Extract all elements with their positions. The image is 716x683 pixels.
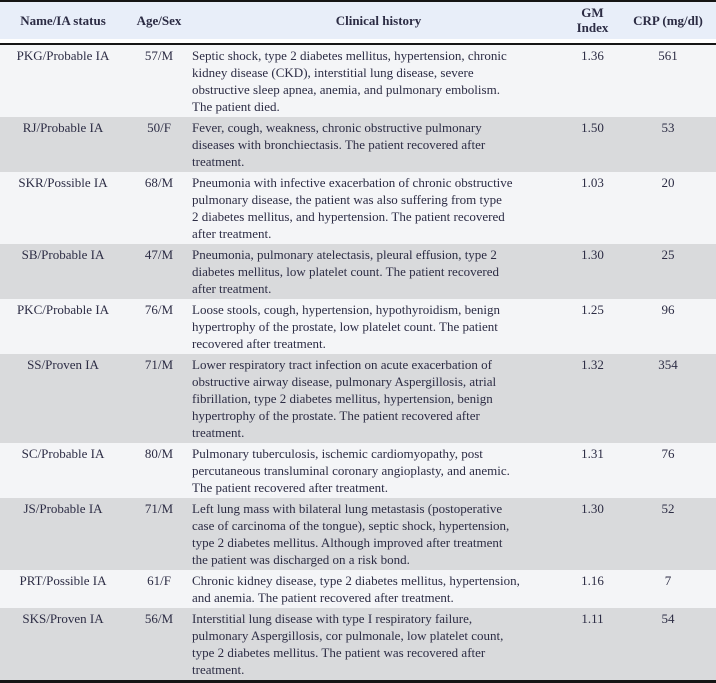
crp-cell: 561 bbox=[620, 44, 716, 117]
name-ia-status-cell: PRT/Possible IA bbox=[0, 570, 126, 608]
table-row: SKR/Possible IA 68/M Pneumonia with infe… bbox=[0, 172, 716, 244]
age-sex-cell: 61/F bbox=[126, 570, 192, 608]
table-row: JS/Probable IA 71/M Left lung mass with … bbox=[0, 498, 716, 570]
table-header: Name/IA status Age/Sex Clinical history … bbox=[0, 1, 716, 45]
gm-index-cell: 1.30 bbox=[565, 498, 620, 570]
age-sex-cell: 80/M bbox=[126, 443, 192, 498]
crp-cell: 54 bbox=[620, 608, 716, 682]
clinical-history-cell: Loose stools, cough, hypertension, hypot… bbox=[192, 299, 565, 354]
gm-index-cell: 1.31 bbox=[565, 443, 620, 498]
table-row: SC/Probable IA 80/M Pulmonary tuberculos… bbox=[0, 443, 716, 498]
table-row: SS/Proven IA 71/M Lower respiratory trac… bbox=[0, 354, 716, 443]
age-sex-cell: 47/M bbox=[126, 244, 192, 299]
column-header-name-ia-status: Name/IA status bbox=[0, 1, 126, 45]
clinical-history-cell: Fever, cough, weakness, chronic obstruct… bbox=[192, 117, 565, 172]
table-row: PRT/Possible IA 61/F Chronic kidney dise… bbox=[0, 570, 716, 608]
name-ia-status-cell: PKG/Probable IA bbox=[0, 44, 126, 117]
table-body: PKG/Probable IA 57/M Septic shock, type … bbox=[0, 44, 716, 682]
age-sex-cell: 50/F bbox=[126, 117, 192, 172]
crp-cell: 53 bbox=[620, 117, 716, 172]
clinical-history-cell: Interstitial lung disease with type I re… bbox=[192, 608, 565, 682]
table-row: SKS/Proven IA 56/M Interstitial lung dis… bbox=[0, 608, 716, 682]
header-row: Name/IA status Age/Sex Clinical history … bbox=[0, 1, 716, 45]
age-sex-cell: 57/M bbox=[126, 44, 192, 117]
age-sex-cell: 71/M bbox=[126, 354, 192, 443]
crp-cell: 96 bbox=[620, 299, 716, 354]
clinical-history-cell: Left lung mass with bilateral lung metas… bbox=[192, 498, 565, 570]
clinical-history-cell: Pneumonia, pulmonary atelectasis, pleura… bbox=[192, 244, 565, 299]
crp-cell: 76 bbox=[620, 443, 716, 498]
gm-index-cell: 1.30 bbox=[565, 244, 620, 299]
column-header-crp: CRP (mg/dl) bbox=[620, 1, 716, 45]
gm-index-cell: 1.25 bbox=[565, 299, 620, 354]
crp-cell: 20 bbox=[620, 172, 716, 244]
table-row: PKG/Probable IA 57/M Septic shock, type … bbox=[0, 44, 716, 117]
table-row: PKC/Probable IA 76/M Loose stools, cough… bbox=[0, 299, 716, 354]
gm-index-cell: 1.03 bbox=[565, 172, 620, 244]
gm-index-cell: 1.11 bbox=[565, 608, 620, 682]
gm-index-cell: 1.50 bbox=[565, 117, 620, 172]
table-row: SB/Probable IA 47/M Pneumonia, pulmonary… bbox=[0, 244, 716, 299]
age-sex-cell: 76/M bbox=[126, 299, 192, 354]
gm-index-cell: 1.16 bbox=[565, 570, 620, 608]
column-header-age-sex: Age/Sex bbox=[126, 1, 192, 45]
clinical-history-cell: Septic shock, type 2 diabetes mellitus, … bbox=[192, 44, 565, 117]
table-row: RJ/Probable IA 50/F Fever, cough, weakne… bbox=[0, 117, 716, 172]
name-ia-status-cell: PKC/Probable IA bbox=[0, 299, 126, 354]
age-sex-cell: 68/M bbox=[126, 172, 192, 244]
age-sex-cell: 71/M bbox=[126, 498, 192, 570]
crp-cell: 354 bbox=[620, 354, 716, 443]
crp-cell: 52 bbox=[620, 498, 716, 570]
column-header-clinical-history: Clinical history bbox=[192, 1, 565, 45]
clinical-history-cell: Chronic kidney disease, type 2 diabetes … bbox=[192, 570, 565, 608]
clinical-history-cell: Pulmonary tuberculosis, ischemic cardiom… bbox=[192, 443, 565, 498]
name-ia-status-cell: SKR/Possible IA bbox=[0, 172, 126, 244]
name-ia-status-cell: JS/Probable IA bbox=[0, 498, 126, 570]
crp-cell: 7 bbox=[620, 570, 716, 608]
name-ia-status-cell: SKS/Proven IA bbox=[0, 608, 126, 682]
name-ia-status-cell: SS/Proven IA bbox=[0, 354, 126, 443]
gm-index-cell: 1.36 bbox=[565, 44, 620, 117]
name-ia-status-cell: SB/Probable IA bbox=[0, 244, 126, 299]
column-header-gm-index: GM Index bbox=[565, 1, 620, 45]
clinical-history-cell: Pneumonia with infective exacerbation of… bbox=[192, 172, 565, 244]
clinical-history-cell: Lower respiratory tract infection on acu… bbox=[192, 354, 565, 443]
crp-cell: 25 bbox=[620, 244, 716, 299]
gm-index-cell: 1.32 bbox=[565, 354, 620, 443]
name-ia-status-cell: SC/Probable IA bbox=[0, 443, 126, 498]
name-ia-status-cell: RJ/Probable IA bbox=[0, 117, 126, 172]
age-sex-cell: 56/M bbox=[126, 608, 192, 682]
